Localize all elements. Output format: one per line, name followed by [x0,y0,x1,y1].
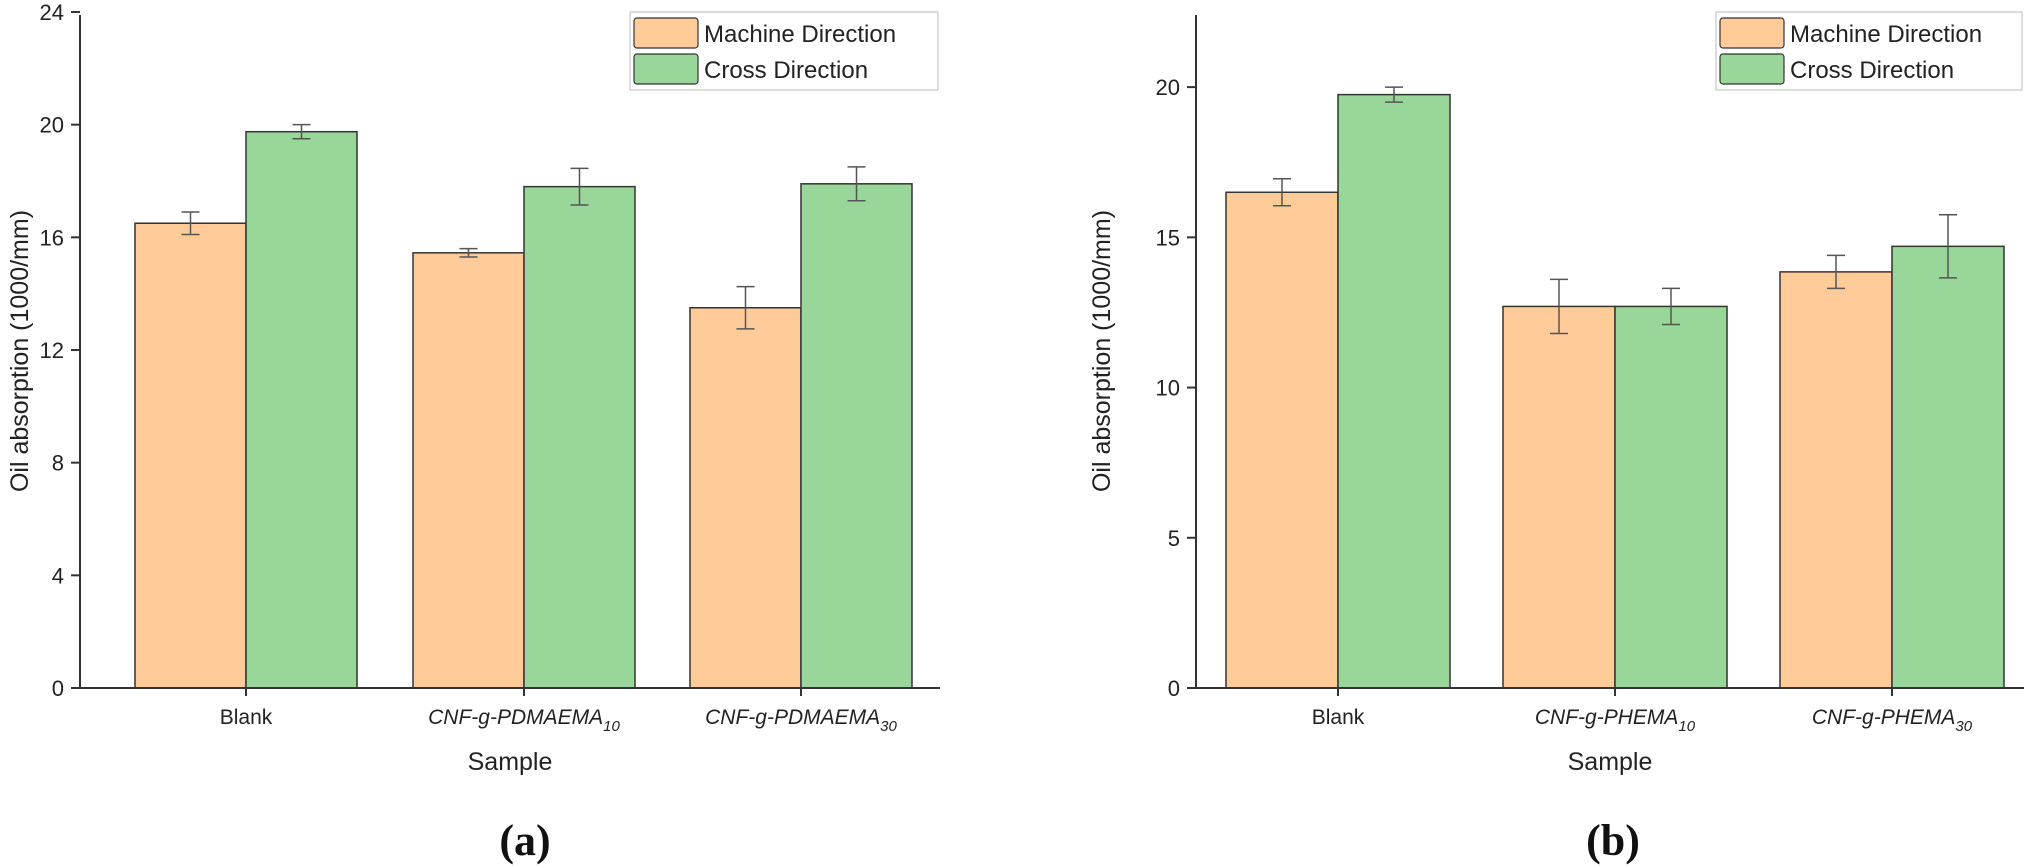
panel-a-xlabel: Sample [468,748,553,776]
y-tick-label: 12 [40,338,64,363]
y-tick-label: 15 [1156,225,1180,250]
panel-a-ylabel: Oil absorption (1000/mm) [6,210,34,492]
x-category-label: Blank [220,706,273,729]
bar-machine-2 [1779,271,1893,689]
bar-cross-1 [1614,305,1728,689]
y-tick-label: 8 [52,451,64,476]
y-tick-label: 20 [1156,75,1180,100]
panel-b-legend: Machine Direction Cross Direction [1715,11,2023,91]
legend-entry: Machine Direction [1790,21,1982,48]
legend-swatch [633,17,699,49]
legend-entry: Cross Direction [704,57,868,84]
x-category-label: CNF-g-PDMAEMA30 [705,706,897,735]
error-bar [736,285,755,330]
legend-entry: Machine Direction [704,21,896,48]
error-bar [847,166,866,202]
bar-machine-0 [134,222,247,689]
error-bar [570,167,589,206]
y-tick-label: 24 [40,0,64,25]
bar-cross-0 [245,130,358,689]
error-bar [459,247,478,258]
bar-machine-2 [689,307,802,689]
legend-entry: Cross Direction [1790,57,1954,84]
panel-a-chart: 0 4 8 12 16 20 24 Blank CNF-g-PDMAEMA10 CNF-g-PDM… [6,0,940,865]
panel-a-legend: Machine Direction Cross Direction [629,11,939,91]
y-tick-label: 0 [1168,676,1180,701]
y-tick-label: 4 [52,563,64,588]
error-bar [1273,177,1291,207]
legend-swatch [633,53,699,85]
panel-b-xlabel: Sample [1568,748,1653,776]
y-tick-label: 20 [40,113,64,138]
y-tick-label: 10 [1156,376,1180,401]
bar-cross-2 [1891,245,2005,689]
error-bar [1385,86,1403,103]
x-category-label: CNF-g-PHEMA10 [1535,706,1696,735]
error-bar [181,211,200,236]
bar-cross-2 [800,183,913,689]
bar-machine-1 [1502,305,1616,689]
error-bar [1827,254,1845,290]
error-bar [1939,214,1957,279]
panel-b-label: (b) [1586,816,1640,865]
panel-b-ylabel: Oil absorption (1000/mm) [1088,210,1116,492]
panel-a-label: (a) [499,816,550,865]
x-category-label: CNF-g-PDMAEMA10 [428,706,620,735]
bar-cross-0 [1337,93,1451,689]
error-bar [1662,287,1680,326]
bar-machine-1 [412,252,525,689]
y-tick-label: 16 [40,225,64,250]
legend-swatch [1719,17,1785,49]
bar-machine-0 [1225,191,1339,689]
x-category-label: CNF-g-PHEMA30 [1812,706,1973,735]
error-bar [1550,278,1568,335]
y-tick-label: 5 [1168,526,1180,551]
bar-cross-1 [523,185,636,689]
error-bar [292,123,311,140]
y-tick-label: 0 [52,676,64,701]
x-category-label: Blank [1312,706,1365,729]
legend-swatch [1719,53,1785,85]
